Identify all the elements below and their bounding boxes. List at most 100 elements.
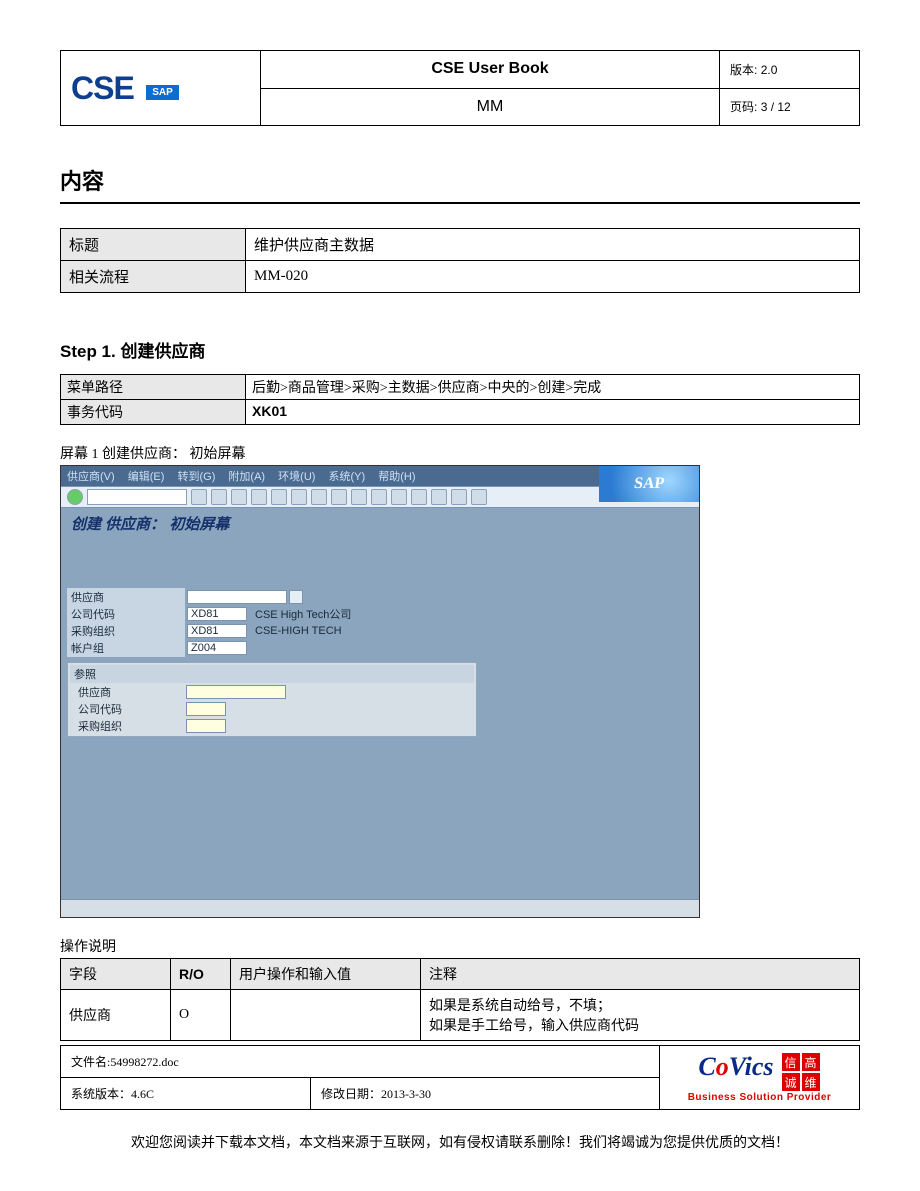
save-icon[interactable] [191,489,207,505]
version-cell: 版本: 2.0 [720,51,860,89]
sap-menu-item[interactable]: 环境(U) [278,471,315,483]
ops-h-field: 字段 [61,959,171,990]
sap-logo-text: SAP [633,475,666,493]
enter-icon[interactable] [67,489,83,505]
section-heading-content: 内容 [60,164,860,196]
ops-h-ro: R/O [171,959,231,990]
porg-input[interactable]: XD81 [187,624,247,638]
footer-filename: 文件名:54998272.doc [61,1046,660,1078]
shortcut-icon[interactable] [431,489,447,505]
ref-porg-label: 采购组织 [70,717,186,735]
ops-r1-ro: O [171,990,231,1041]
ops-r1-field: 供应商 [61,990,171,1041]
find-icon[interactable] [291,489,307,505]
cn-char: 信 [782,1053,800,1071]
sap-menu-item[interactable]: 帮助(H) [378,471,415,483]
screen-caption: 屏幕 1 创建供应商： 初始屏幕 [60,443,860,463]
doc-header: CSE SAP CSE User Book 版本: 2.0 MM 页码: 3 /… [60,50,860,126]
footer-sysver: 系统版本：4.6C [61,1078,311,1110]
print-icon[interactable] [271,489,287,505]
field-row-porg: 采购组织 XD81 CSE-HIGH TECH [67,623,693,639]
menu-table: 菜单路径 后勤>商品管理>采购>主数据>供应商>中央的>创建>完成 事务代码 X… [60,374,860,425]
ops-table: 字段 R/O 用户操作和输入值 注释 供应商 O 如果是系统自动给号，不填； 如… [60,958,860,1041]
lastpage-icon[interactable] [391,489,407,505]
file-label: 文件名: [71,1055,110,1069]
cancel-icon[interactable] [251,489,267,505]
tcode-value: XK01 [246,400,860,425]
exit-icon[interactable] [231,489,247,505]
step-heading: Step 1. 创建供应商 [60,337,860,362]
covics-cn: 信高 诚维 [781,1052,821,1092]
cn-char: 诚 [782,1073,800,1091]
porg-desc: CSE-HIGH TECH [255,625,342,637]
info-title-value: 维护供应商主数据 [246,229,860,261]
ref-company-input[interactable] [186,702,226,716]
help-icon[interactable] [451,489,467,505]
cn-char: 维 [802,1073,820,1091]
company-input[interactable]: XD81 [187,607,247,621]
step-title: 创建供应商 [120,342,205,361]
nextpage-icon[interactable] [371,489,387,505]
ref-row-company: 公司代码 [70,701,474,717]
field-row-company: 公司代码 XD81 CSE High Tech公司 [67,606,693,622]
sap-menu-item[interactable]: 供应商(V) [67,471,115,483]
sap-menu-item[interactable]: 系统(Y) [329,471,366,483]
page-label: 页码: [730,100,757,114]
prevpage-icon[interactable] [351,489,367,505]
command-field[interactable] [87,489,187,505]
cn-char: 高 [802,1053,820,1071]
layout-icon[interactable] [471,489,487,505]
field-row-vendor: 供应商 [67,589,693,605]
ref-vendor-input[interactable] [186,685,286,699]
tcode-bold: XK01 [252,403,287,419]
menu-path-value: 后勤>商品管理>采购>主数据>供应商>中央的>创建>完成 [246,375,860,400]
sap-statusbar [61,899,699,917]
vendor-input[interactable] [187,590,287,604]
sap-badge: SAP [146,85,179,100]
firstpage-icon[interactable] [331,489,347,505]
step-prefix: Step 1. [60,342,116,361]
sap-screen-title: 创建 供应商： 初始屏幕 [61,508,699,539]
info-title-label: 标题 [61,229,246,261]
ops-r1-input [231,990,421,1041]
sap-menu-item[interactable]: 转到(G) [177,471,215,483]
section-rule [60,202,860,204]
page-cell: 页码: 3 / 12 [720,88,860,126]
covics-tagline: Business Solution Provider [670,1092,849,1103]
acct-label: 帐户组 [67,639,185,657]
file-value: 54998272.doc [110,1055,178,1069]
moddate-label: 修改日期： [321,1087,381,1101]
company-desc: CSE High Tech公司 [255,606,351,622]
vendor-label: 供应商 [67,588,185,606]
sap-screenshot: SAP 供应商(V) 编辑(E) 转到(G) 附加(A) 环境(U) 系统(Y)… [60,465,700,918]
sap-menu-item[interactable]: 编辑(E) [128,471,165,483]
screen-caption-text: 屏幕 1 创建供应商： 初始屏幕 [60,447,246,462]
doc-subtitle: MM [261,88,720,126]
sysver-value: 4.6C [131,1087,154,1101]
covics-logo: CoVics [698,1052,773,1081]
reference-group-title: 参照 [70,665,474,683]
version-label: 版本: [730,63,757,77]
create-session-icon[interactable] [411,489,427,505]
findnext-icon[interactable] [311,489,327,505]
info-table: 标题 维护供应商主数据 相关流程 MM-020 [60,228,860,293]
search-help-icon[interactable] [289,590,303,604]
field-row-acct: 帐户组 Z004 [67,640,693,656]
sysver-label: 系统版本： [71,1087,131,1101]
table-row: 供应商 O 如果是系统自动给号，不填； 如果是手工给号，输入供应商代码 [61,990,860,1041]
covics-logo-cell: CoVics 信高 诚维 Business Solution Provider [660,1046,860,1110]
reference-group: 参照 供应商 公司代码 采购组织 [67,662,477,737]
sap-body: 供应商 公司代码 XD81 CSE High Tech公司 采购组织 XD81 … [61,539,699,899]
company-label: 公司代码 [67,605,185,623]
acct-input[interactable]: Z004 [187,641,247,655]
ref-vendor-label: 供应商 [70,683,186,701]
sap-logo-corner: SAP [599,466,699,502]
ref-company-label: 公司代码 [70,700,186,718]
info-process-value: MM-020 [246,261,860,293]
moddate-value: 2013-3-30 [381,1087,431,1101]
ref-porg-input[interactable] [186,719,226,733]
ops-caption: 操作说明 [60,936,860,956]
sap-menu-item[interactable]: 附加(A) [228,471,265,483]
cse-logo: CSE [71,70,134,106]
back-icon[interactable] [211,489,227,505]
